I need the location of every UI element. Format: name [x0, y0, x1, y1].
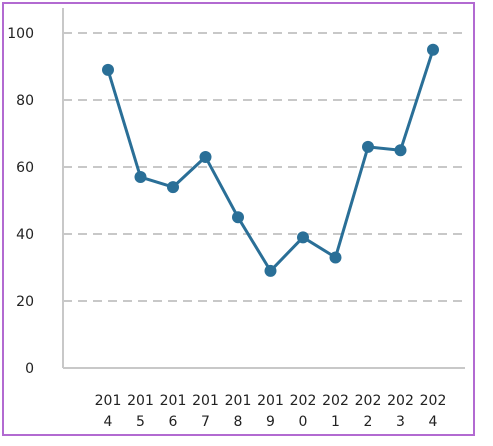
x-tick-label-line1: 201	[127, 393, 154, 409]
x-tick-label-line2: 3	[396, 414, 405, 430]
x-tick-label-line1: 202	[290, 393, 317, 409]
series-line	[106, 49, 435, 273]
data-point	[329, 251, 342, 264]
x-tick-label-line1: 201	[160, 393, 187, 409]
x-tick-label-line2: 5	[136, 414, 145, 430]
data-point	[394, 144, 407, 157]
data-point	[134, 171, 147, 184]
x-tick-label-line2: 2	[364, 414, 373, 430]
y-tick-label: 100	[7, 26, 34, 42]
x-tick-label-line1: 201	[225, 393, 252, 409]
x-tick-label-line1: 202	[322, 393, 349, 409]
x-tick-label-line2: 6	[169, 414, 178, 430]
y-tick-label: 40	[16, 227, 34, 243]
x-tick-label-line1: 201	[95, 393, 122, 409]
data-point	[232, 211, 244, 224]
x-tick-label-line2: 9	[266, 414, 275, 430]
data-point	[167, 181, 179, 194]
data-point	[199, 150, 212, 163]
data-point	[297, 231, 309, 244]
y-tick-label: 80	[16, 93, 34, 109]
x-tick-label-line2: 8	[234, 414, 243, 430]
x-tick-label-line1: 201	[192, 393, 219, 409]
x-tick-label-line2: 4	[429, 414, 438, 430]
data-point	[102, 63, 114, 76]
x-tick-label-line1: 202	[355, 393, 382, 409]
x-tick-label-line2: 4	[104, 414, 113, 430]
x-tick-label-line1: 202	[387, 393, 414, 409]
x-tick-label-line2: 7	[201, 414, 210, 430]
y-tick-label: 0	[25, 361, 34, 377]
x-tick-label-line1: 202	[420, 393, 447, 409]
x-tick-label-line1: 201	[257, 393, 284, 409]
data-point	[427, 43, 439, 56]
x-tick-label-line2: 1	[331, 414, 340, 430]
y-tick-label: 60	[16, 160, 34, 176]
y-tick-label: 20	[16, 294, 34, 310]
x-tick-label-line2: 0	[299, 414, 308, 430]
data-point	[362, 140, 374, 153]
data-point	[264, 264, 277, 277]
